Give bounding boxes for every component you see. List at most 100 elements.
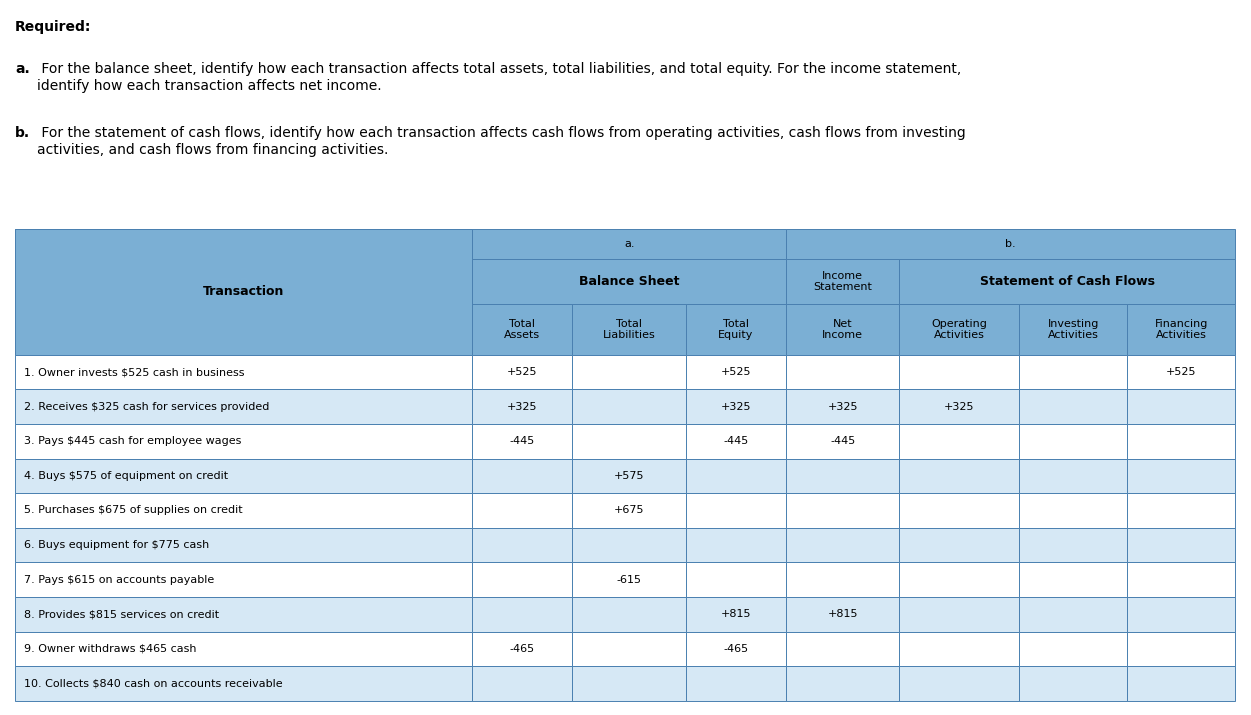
Text: 10. Collects $840 cash on accounts receivable: 10. Collects $840 cash on accounts recei… <box>24 679 283 689</box>
Bar <box>1127 528 1235 562</box>
Text: +325: +325 <box>507 402 538 412</box>
Bar <box>15 562 473 597</box>
Bar <box>686 666 786 701</box>
Bar <box>573 305 686 355</box>
Bar <box>573 666 686 701</box>
Bar <box>1127 390 1235 424</box>
Bar <box>899 528 1018 562</box>
Text: b.: b. <box>15 127 30 140</box>
Bar <box>786 355 899 390</box>
Bar <box>1018 666 1127 701</box>
Bar <box>1127 631 1235 666</box>
Bar <box>899 424 1018 458</box>
Bar <box>15 493 473 528</box>
Bar <box>15 390 473 424</box>
Text: For the statement of cash flows, identify how each transaction affects cash flow: For the statement of cash flows, identif… <box>36 127 966 157</box>
Bar <box>686 305 786 355</box>
Bar <box>786 458 899 493</box>
Bar <box>573 562 686 597</box>
Text: Operating
Activities: Operating Activities <box>931 319 987 340</box>
Bar <box>473 390 573 424</box>
Text: -465: -465 <box>723 644 748 654</box>
Text: Total
Assets: Total Assets <box>504 319 540 340</box>
Bar <box>786 305 899 355</box>
Text: b.: b. <box>1005 239 1016 249</box>
Bar <box>686 355 786 390</box>
Bar <box>473 528 573 562</box>
Bar <box>899 355 1018 390</box>
Text: Transaction: Transaction <box>203 285 284 298</box>
Bar <box>15 229 473 259</box>
Bar <box>573 424 686 458</box>
Bar <box>899 631 1018 666</box>
Bar <box>1127 424 1235 458</box>
Text: -445: -445 <box>723 436 748 446</box>
Text: -445: -445 <box>829 436 856 446</box>
Bar <box>686 562 786 597</box>
Bar <box>473 597 573 631</box>
Text: 8. Provides $815 services on credit: 8. Provides $815 services on credit <box>24 609 219 619</box>
Bar <box>473 666 573 701</box>
Bar <box>899 305 1018 355</box>
Text: 7. Pays $615 on accounts payable: 7. Pays $615 on accounts payable <box>24 575 214 585</box>
Bar <box>473 458 573 493</box>
Bar <box>473 631 573 666</box>
Bar <box>473 355 573 390</box>
Bar <box>686 458 786 493</box>
Bar <box>1127 597 1235 631</box>
Bar <box>786 528 899 562</box>
Text: +325: +325 <box>943 402 975 412</box>
Bar <box>15 259 473 305</box>
Bar <box>473 424 573 458</box>
Bar <box>786 493 899 528</box>
Text: Investing
Activities: Investing Activities <box>1047 319 1098 340</box>
Bar <box>786 229 1235 259</box>
Bar <box>786 597 899 631</box>
Bar <box>1018 390 1127 424</box>
Bar <box>786 424 899 458</box>
Text: Balance Sheet: Balance Sheet <box>579 275 679 288</box>
Bar <box>473 229 786 259</box>
Bar <box>473 562 573 597</box>
Bar <box>573 355 686 390</box>
Bar <box>786 562 899 597</box>
Bar <box>686 493 786 528</box>
Bar <box>1018 528 1127 562</box>
Text: +325: +325 <box>827 402 858 412</box>
Bar <box>899 458 1018 493</box>
Bar <box>573 390 686 424</box>
Bar <box>686 424 786 458</box>
Bar <box>1018 355 1127 390</box>
Text: +525: +525 <box>721 367 751 377</box>
Text: +675: +675 <box>614 506 644 516</box>
Text: a.: a. <box>15 62 30 77</box>
Bar <box>1018 458 1127 493</box>
Bar <box>15 424 473 458</box>
Bar <box>1018 424 1127 458</box>
Text: 3. Pays $445 cash for employee wages: 3. Pays $445 cash for employee wages <box>24 436 241 446</box>
Bar <box>786 666 899 701</box>
Text: 6. Buys equipment for $775 cash: 6. Buys equipment for $775 cash <box>24 540 209 550</box>
Bar <box>899 562 1018 597</box>
Bar <box>15 458 473 493</box>
Bar <box>686 631 786 666</box>
Text: 4. Buys $575 of equipment on credit: 4. Buys $575 of equipment on credit <box>24 470 228 480</box>
Text: +815: +815 <box>827 609 858 619</box>
Bar <box>1127 355 1235 390</box>
Text: 5. Purchases $675 of supplies on credit: 5. Purchases $675 of supplies on credit <box>24 506 243 516</box>
Bar <box>1018 493 1127 528</box>
Text: -465: -465 <box>510 644 535 654</box>
Bar <box>1127 305 1235 355</box>
Bar <box>899 493 1018 528</box>
Text: 1. Owner invests $525 cash in business: 1. Owner invests $525 cash in business <box>24 367 244 377</box>
Text: 2. Receives $325 cash for services provided: 2. Receives $325 cash for services provi… <box>24 402 269 412</box>
Bar <box>15 631 473 666</box>
Bar <box>573 597 686 631</box>
Bar <box>899 597 1018 631</box>
Bar <box>786 259 899 305</box>
Bar <box>15 305 473 355</box>
Bar <box>1018 305 1127 355</box>
Bar <box>1018 597 1127 631</box>
Bar <box>573 528 686 562</box>
Bar <box>686 390 786 424</box>
